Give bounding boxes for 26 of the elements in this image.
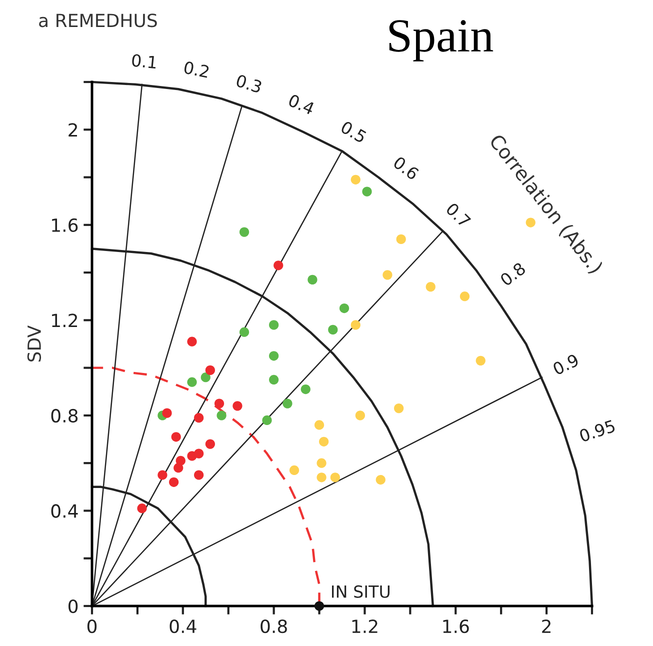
annotation: 0.3: [236, 74, 262, 94]
y-tick-label: 2: [68, 123, 77, 136]
y-tick-label: 0.4: [51, 504, 78, 518]
annotation: 0.1: [132, 54, 157, 69]
x-tick-label: 1.2: [352, 620, 378, 633]
y-tick-label: 0.8: [51, 408, 78, 423]
x-tick-label: 0.8: [260, 620, 287, 634]
annotation: 0.5: [340, 120, 368, 144]
y-axis-title: SDV: [27, 325, 42, 362]
x-tick-label: 0.4: [170, 620, 196, 634]
annotation: 0.8: [499, 262, 526, 286]
y-tick-label: 1.6: [52, 218, 78, 232]
x-tick-label: 0: [87, 620, 97, 634]
annotation: 0.7: [445, 202, 472, 228]
annotation: 0.95: [578, 420, 616, 442]
annotation: 0.4: [288, 94, 316, 116]
y-tick-label: 0: [68, 599, 78, 614]
annotation: 0.9: [552, 353, 580, 376]
annotation: 0.2: [184, 60, 210, 78]
x-tick-label: 1.6: [443, 620, 469, 634]
annotation: IN SITU: [332, 585, 390, 598]
annotation: 0.6: [392, 156, 420, 180]
chart-subtitle: Spain: [389, 20, 494, 62]
chart-title: a REMEDHUS: [39, 14, 157, 28]
y-tick-label: 1.2: [52, 314, 77, 328]
x-tick-label: 2: [542, 620, 550, 633]
